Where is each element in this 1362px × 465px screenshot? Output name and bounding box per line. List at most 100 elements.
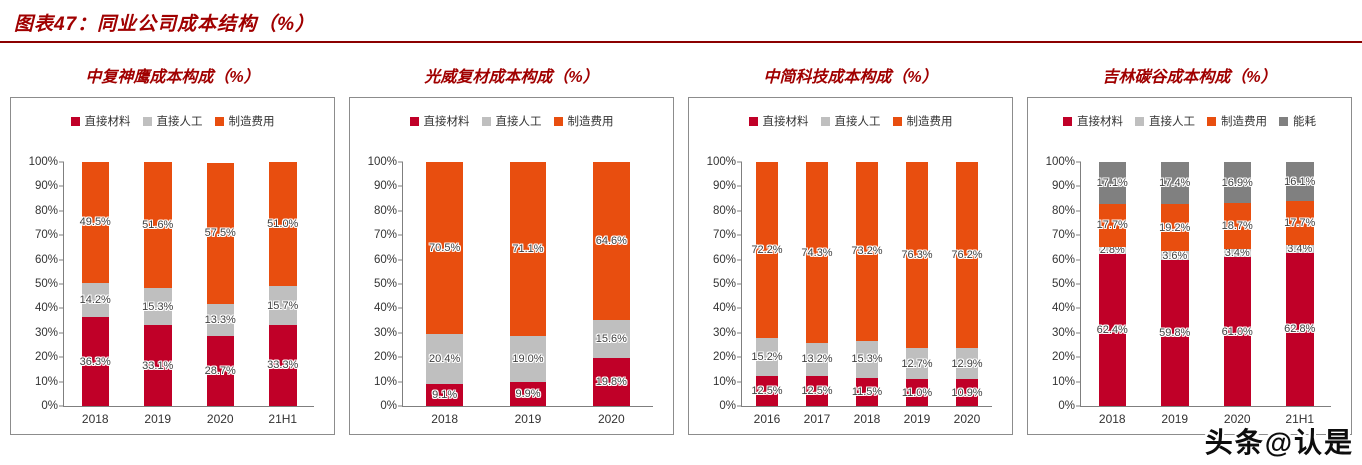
bar-segment: 10.9% bbox=[951, 379, 983, 406]
bar-segment-label: 36.3% bbox=[79, 355, 111, 368]
legend-label: 制造费用 bbox=[228, 116, 275, 128]
bar-segment: 33.3% bbox=[267, 324, 298, 406]
bar-segment-label: 18.7% bbox=[1221, 220, 1253, 233]
bar-segment: 72.2% bbox=[751, 162, 783, 339]
bar-segment-label: 14.2% bbox=[79, 294, 111, 307]
bar-segment: 17.4% bbox=[1159, 162, 1191, 205]
chart-title: 中简科技成本构成（%） bbox=[763, 69, 938, 86]
legend-item: 直接人工 bbox=[820, 113, 881, 129]
y-axis-tick bbox=[398, 185, 403, 187]
x-axis-label: 2020 bbox=[206, 412, 234, 426]
y-axis-tick bbox=[737, 185, 742, 187]
chart-title: 中复神鹰成本构成（%） bbox=[85, 69, 260, 86]
bar-slot: 12.5% 13.2% 74.3% 2017 bbox=[792, 162, 842, 426]
y-axis-tick bbox=[1076, 356, 1081, 358]
bar-segment-label: 11.0% bbox=[901, 386, 933, 399]
bar-segment-label: 17.4% bbox=[1159, 177, 1191, 190]
y-axis-tick bbox=[398, 283, 403, 285]
y-axis-label: 0% bbox=[1058, 400, 1075, 412]
bar-segment-label: 2.8% bbox=[1099, 244, 1125, 257]
stacked-bar: 33.3% 15.7% 51.0% bbox=[267, 162, 299, 406]
y-axis-tick bbox=[1076, 259, 1081, 261]
y-axis-tick bbox=[737, 381, 742, 383]
bar-segment-label: 13.2% bbox=[801, 353, 833, 366]
y-axis-tick bbox=[1076, 381, 1081, 383]
legend-label: 制造费用 bbox=[567, 116, 614, 128]
chart-box: 直接材料 直接人工 制造费用 100% 90% 80% 70% 60% 50% 40% 30% 20… bbox=[10, 97, 335, 435]
bar-segment: 28.7% bbox=[204, 335, 236, 406]
bar-segment-label: 72.2% bbox=[751, 244, 783, 257]
legend-label: 制造费用 bbox=[906, 116, 953, 128]
y-axis-label: 90% bbox=[34, 180, 58, 193]
y-axis-label: 80% bbox=[34, 204, 58, 217]
chart-panel: 光威复材成本构成（%） 直接材料 直接人工 制造费用 100% 90% 80% 70% 60… bbox=[349, 43, 674, 435]
legend-item: 制造费用 bbox=[214, 113, 275, 129]
bar-segment-label: 11.5% bbox=[851, 385, 883, 398]
y-axis-label: 60% bbox=[712, 253, 736, 266]
legend-item: 直接人工 bbox=[142, 113, 203, 129]
y-axis-tick bbox=[737, 332, 742, 334]
y-axis-tick bbox=[1076, 210, 1081, 212]
bar-segment-label: 17.1% bbox=[1096, 176, 1128, 189]
bar-segment-label: 9.9% bbox=[515, 387, 541, 400]
bar-segment-label: 28.7% bbox=[204, 364, 236, 377]
bar-segment-label: 17.7% bbox=[1284, 216, 1316, 229]
chart-legend: 直接材料 直接人工 制造费用 bbox=[699, 114, 1002, 128]
bar-segment: 20.4% bbox=[426, 334, 463, 384]
bar-segment: 64.6% bbox=[592, 162, 630, 320]
legend-swatch bbox=[820, 116, 830, 126]
bar-segment: 62.4% bbox=[1097, 253, 1128, 406]
watermark: 头条@认是 bbox=[1204, 427, 1354, 458]
y-axis-label: 50% bbox=[1051, 278, 1075, 290]
legend-swatch bbox=[892, 116, 902, 126]
bar-segment: 16.9% bbox=[1222, 162, 1253, 204]
bar-slot: 59.8% 3.6% 19.2% 17.4% 2019 bbox=[1144, 162, 1207, 426]
legend-swatch bbox=[1063, 116, 1072, 126]
bar-segment: 15.3% bbox=[142, 287, 173, 326]
legend-label: 直接人工 bbox=[834, 116, 881, 128]
bar-segment-label: 57.5% bbox=[204, 227, 236, 240]
x-axis-label: 2019 bbox=[903, 412, 931, 426]
bar-segment: 3.4% bbox=[1223, 247, 1251, 259]
stacked-bar: 19.8% 15.6% 64.6% bbox=[592, 162, 630, 406]
y-axis-tick bbox=[1076, 405, 1081, 407]
legend-label: 直接人工 bbox=[1149, 116, 1195, 128]
bar-segment: 3.4% bbox=[1286, 243, 1314, 255]
legend-label: 直接人工 bbox=[495, 116, 542, 128]
bar-segment: 76.2% bbox=[951, 162, 983, 348]
chart-box: 直接材料 直接人工 制造费用 100% 90% 80% 70% 60% 50% 40% 30% 20… bbox=[688, 97, 1013, 435]
y-axis-label: 80% bbox=[373, 204, 397, 217]
chart-plot: 100% 90% 80% 70% 60% 50% 40% 30% 20% 10% 0% 9.1% 20.… bbox=[368, 156, 653, 426]
x-axis-label: 2018 bbox=[1098, 412, 1126, 426]
y-axis-tick bbox=[59, 307, 64, 309]
bar-segment-label: 16.1% bbox=[1284, 175, 1316, 188]
legend-swatch bbox=[1207, 116, 1216, 126]
stacked-bar: 9.1% 20.4% 70.5% bbox=[426, 162, 463, 406]
legend-item: 制造费用 bbox=[1207, 113, 1267, 129]
stacked-bar: 61.0% 3.4% 18.7% 16.9% bbox=[1221, 162, 1253, 406]
y-axis-tick bbox=[59, 210, 64, 212]
legend-item: 能耗 bbox=[1279, 113, 1316, 129]
bar-segment: 17.1% bbox=[1096, 162, 1128, 204]
stacked-bar: 9.9% 19.0% 71.1% bbox=[509, 162, 547, 406]
y-axis-tick bbox=[737, 161, 742, 163]
bar-segment: 15.6% bbox=[592, 319, 630, 358]
x-axis-label: 21H1 bbox=[1285, 412, 1315, 426]
bar-segment-label: 15.6% bbox=[595, 332, 627, 345]
bar-segment-label: 10.9% bbox=[951, 386, 983, 399]
x-axis-label: 2020 bbox=[1223, 412, 1251, 426]
bar-segment: 17.7% bbox=[1284, 201, 1316, 245]
bar-segment-label: 15.7% bbox=[267, 299, 299, 312]
y-axis-tick bbox=[59, 185, 64, 187]
bar-segment-label: 51.0% bbox=[267, 218, 299, 231]
chart-legend: 直接材料 直接人工 制造费用 bbox=[21, 114, 324, 128]
x-axis-label: 2019 bbox=[144, 412, 172, 426]
bar-slot: 61.0% 3.4% 18.7% 16.9% 2020 bbox=[1206, 162, 1269, 426]
legend-item: 直接材料 bbox=[70, 113, 131, 129]
bars-area: 62.4% 2.8% 17.7% 17.1% 2018 59.8% 3.6% 19.2% 17.… bbox=[1081, 162, 1331, 426]
bar-segment: 13.2% bbox=[801, 343, 833, 376]
legend-item: 直接人工 bbox=[1135, 113, 1195, 129]
y-axis-label: 100% bbox=[1045, 156, 1075, 168]
chart-title: 光威复材成本构成（%） bbox=[424, 69, 599, 86]
bar-segment: 15.2% bbox=[751, 338, 783, 376]
